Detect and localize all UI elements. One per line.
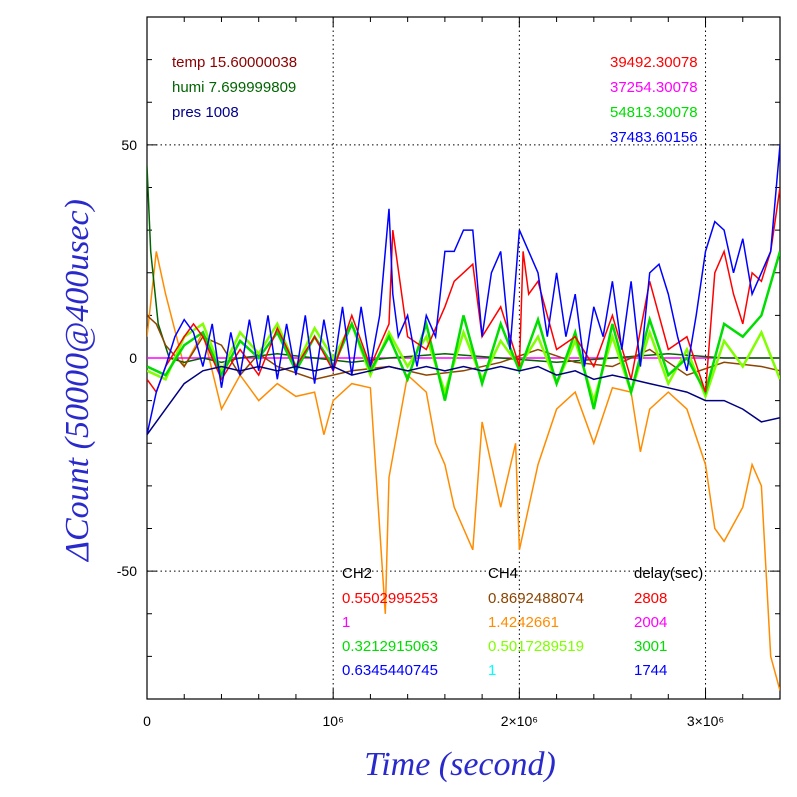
env-label: humi 7.699999809 [172, 79, 296, 96]
tick-labels: 0 10⁶ 2×10⁶ 3×10⁶ -50 0 50 [117, 137, 724, 729]
x-tick-label: 0 [143, 713, 151, 729]
right-value: 37254.30078 [610, 79, 698, 96]
legend-delay-value: 3001 [634, 638, 667, 655]
legend-ch4-value: 1.4242661 [488, 614, 559, 631]
legend-delay-value: 2004 [634, 614, 667, 631]
x-tick-label: 3×10⁶ [687, 713, 724, 729]
y-axis-title: ΔCount (50000@400usec) [59, 199, 96, 563]
legend-ch2-value: 1 [342, 614, 350, 631]
legend-ch2-value: 0.3212915063 [342, 638, 438, 655]
env-label: temp 15.60000038 [172, 54, 297, 71]
legend-header: CH2 [342, 565, 372, 582]
series-line-4 [147, 320, 780, 405]
legend-header: delay(sec) [634, 565, 703, 582]
series-line-0 [147, 251, 780, 691]
legend-header: CH4 [488, 565, 518, 582]
ticks [146, 16, 781, 700]
right-value: 54813.30078 [610, 104, 698, 121]
legend-ch4-value: 0.5017289519 [488, 638, 584, 655]
legend-delay-value: 1744 [634, 662, 667, 679]
y-tick-label: -50 [117, 563, 137, 579]
legend-ch4-value: 0.8692488074 [488, 590, 584, 607]
y-tick-label: 0 [129, 350, 137, 366]
legend-ch2-value: 0.6345440745 [342, 662, 438, 679]
env-labels: temp 15.60000038 humi 7.699999809 pres 100… [172, 54, 297, 121]
legend-ch4-value: 1 [488, 662, 496, 679]
x-tick-label: 10⁶ [323, 713, 344, 729]
series-line-2 [147, 166, 780, 364]
legend-table: CH2 CH4 delay(sec) 0.5502995253 0.8692488074… [342, 565, 703, 679]
series-line-7 [147, 144, 780, 435]
series-line-8 [147, 365, 780, 436]
series-line-6 [147, 187, 780, 394]
legend-delay-value: 2808 [634, 590, 667, 607]
x-axis-title: Time (second) [364, 746, 556, 783]
env-label: pres 1008 [172, 104, 239, 121]
y-tick-label: 50 [121, 137, 137, 153]
right-value: 39492.30078 [610, 54, 698, 71]
right-value: 37483.60156 [610, 129, 698, 146]
series-group [147, 144, 780, 691]
x-tick-label: 2×10⁶ [501, 713, 538, 729]
right-values: 39492.30078 37254.30078 54813.30078 37483.6… [610, 54, 698, 146]
legend-ch2-value: 0.5502995253 [342, 590, 438, 607]
series-line-5 [147, 251, 780, 410]
